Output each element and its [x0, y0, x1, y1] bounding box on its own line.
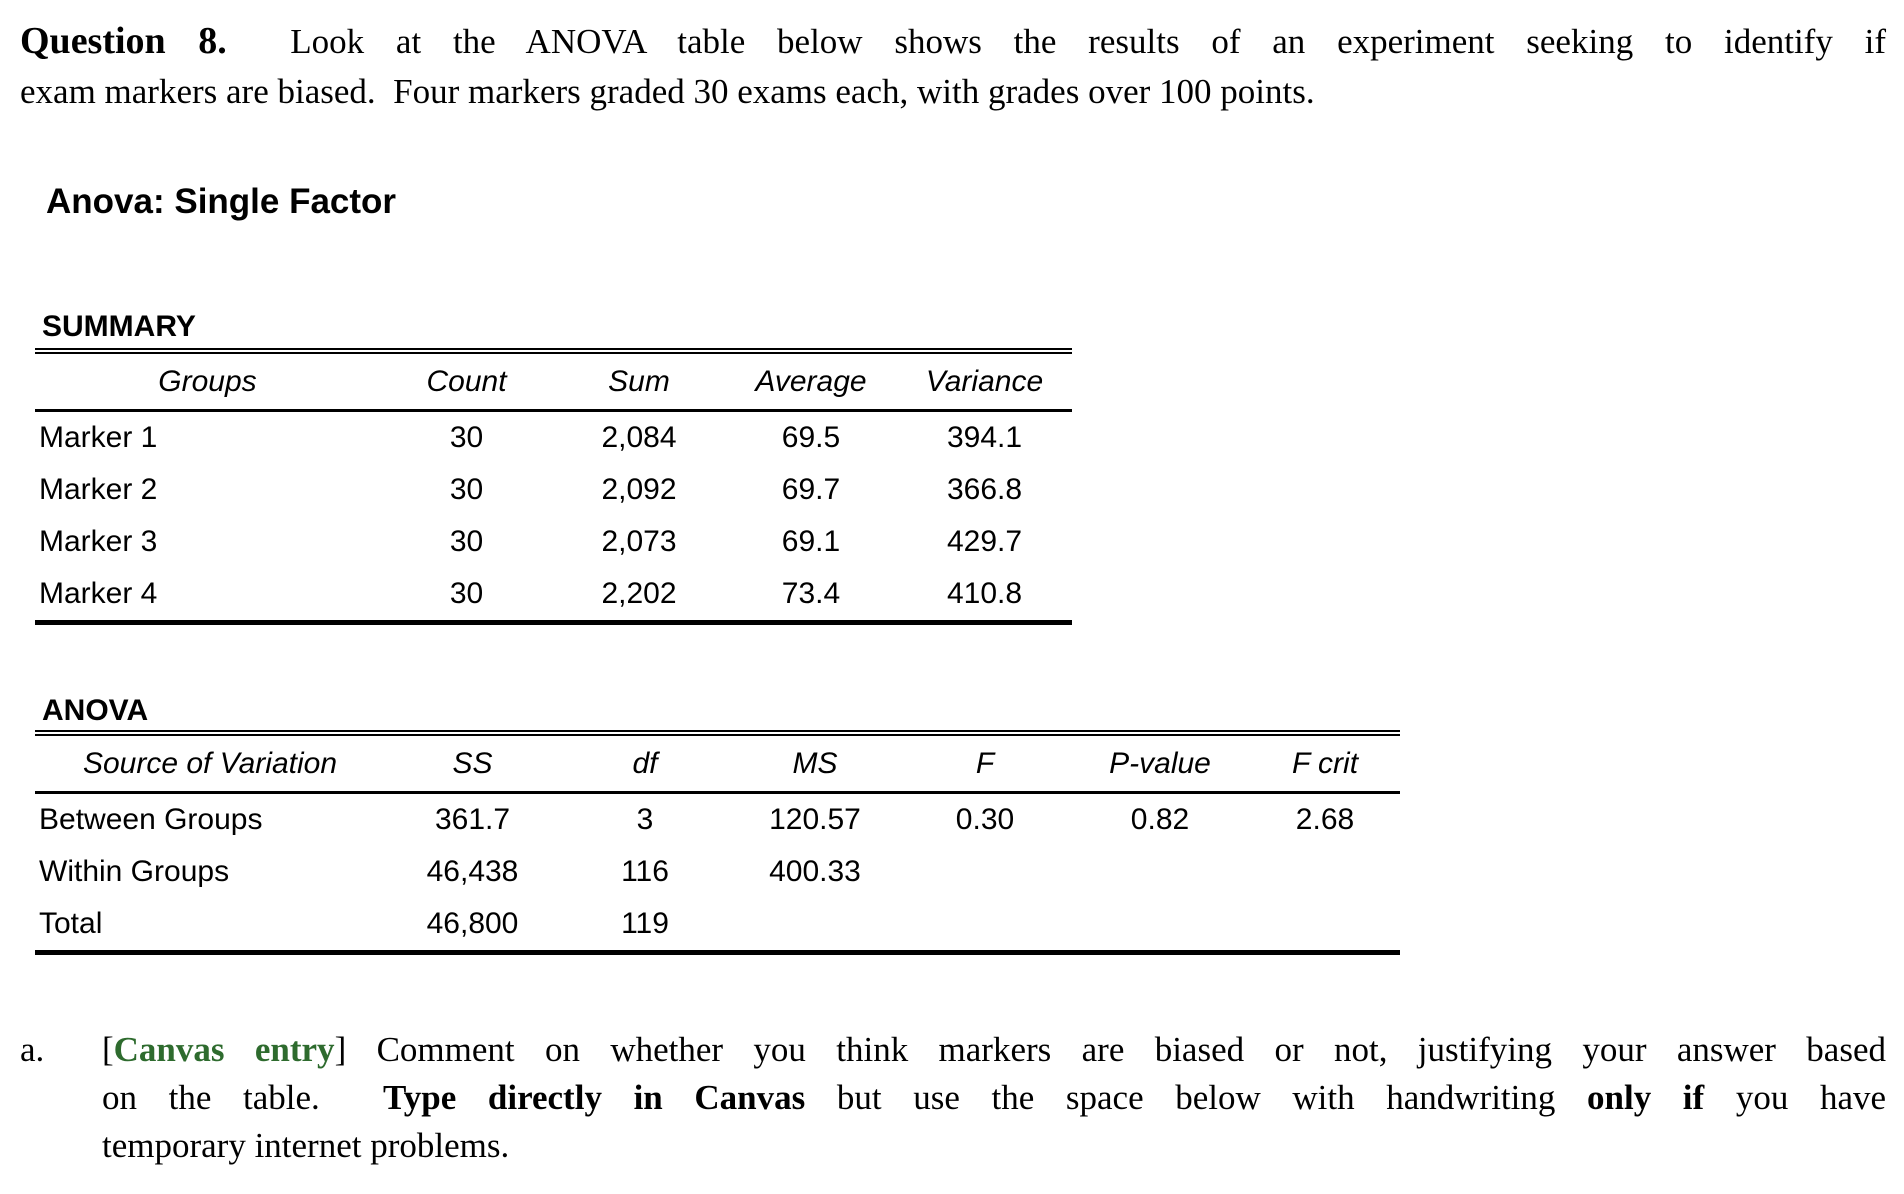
- anova-table: Source of Variation SS df MS F P-value F…: [35, 730, 1400, 955]
- anova-cell-pvalue: 0.82: [1130, 803, 1190, 836]
- summary-cell-group: Marker 1: [39, 421, 158, 454]
- canvas-entry-highlight: Canvas entry: [113, 1030, 335, 1069]
- item-a-line-1-text: Comment on whether you think markers are…: [346, 1030, 1886, 1069]
- only-if-emphasis: only if: [1587, 1078, 1705, 1117]
- anova-header-f: F: [900, 733, 1070, 794]
- anova-cell-fcrit: [1250, 898, 1400, 953]
- anova-cell-df: 119: [621, 907, 669, 940]
- bracket-open: [: [102, 1030, 114, 1069]
- item-a-line-2-end: you have: [1704, 1078, 1887, 1117]
- item-a-content: [Canvas entry] Comment on whether you th…: [102, 1026, 1886, 1170]
- summary-cell-count: 30: [449, 421, 484, 454]
- anova-cell-f: [900, 898, 1070, 953]
- item-a-line-2: on the table. Type directly in Canvas bu…: [102, 1074, 1886, 1122]
- item-a-line-2-start: on the table.: [102, 1078, 384, 1117]
- type-directly-emphasis: Type directly in Canvas: [383, 1078, 806, 1117]
- anova-cell-fcrit: [1250, 846, 1400, 898]
- summary-header-variance: Variance: [897, 351, 1072, 412]
- question-number: Question 8.: [20, 20, 227, 62]
- anova-cell-pvalue: [1070, 846, 1250, 898]
- summary-row-marker-1: Marker 1 30 2,084 69.5 394.1: [35, 411, 1072, 465]
- question-paragraph: Question 8. Look at the ANOVA table belo…: [20, 16, 1886, 117]
- anova-cell-ss: 46,438: [426, 855, 519, 888]
- question-line-1-text: Look at the ANOVA table below shows the …: [226, 22, 1886, 61]
- anova-cell-ss: 46,800: [426, 907, 519, 940]
- summary-cell-variance: 429.7: [946, 525, 1023, 558]
- anova-row-between-groups: Between Groups 361.7 3 120.57 0.30 0.82 …: [35, 793, 1400, 847]
- item-a-line-1: [Canvas entry] Comment on whether you th…: [102, 1026, 1886, 1074]
- summary-cell-average: 69.7: [781, 473, 841, 506]
- summary-cell-sum: 2,073: [601, 525, 677, 558]
- anova-cell-source: Between Groups: [39, 803, 263, 836]
- summary-header-count: Count: [380, 351, 553, 412]
- item-a-line-3: temporary internet problems.: [102, 1126, 510, 1165]
- anova-cell-pvalue: [1070, 898, 1250, 953]
- summary-cell-sum: 2,202: [601, 577, 677, 610]
- summary-cell-count: 30: [449, 473, 484, 506]
- anova-section-label: ANOVA: [42, 694, 149, 727]
- summary-header-groups: Groups: [35, 351, 380, 412]
- item-a-marker: a.: [20, 1030, 45, 1069]
- summary-cell-average: 73.4: [781, 577, 841, 610]
- summary-table: Groups Count Sum Average Variance Marker…: [35, 348, 1072, 625]
- question-line-1: Question 8. Look at the ANOVA table belo…: [20, 16, 1886, 67]
- question-line-2: exam markers are biased. Four markers gr…: [20, 72, 1315, 111]
- summary-row-marker-3: Marker 3 30 2,073 69.1 429.7: [35, 516, 1072, 568]
- anova-row-within-groups: Within Groups 46,438 116 400.33: [35, 846, 1400, 898]
- summary-header-sum: Sum: [553, 351, 725, 412]
- anova-cell-ms: [730, 898, 900, 953]
- summary-header-average: Average: [725, 351, 897, 412]
- summary-cell-count: 30: [449, 525, 484, 558]
- summary-cell-average: 69.1: [781, 525, 841, 558]
- anova-cell-ms: 400.33: [769, 855, 861, 888]
- summary-header-row: Groups Count Sum Average Variance: [35, 351, 1072, 412]
- anova-cell-f: 0.30: [955, 803, 1015, 836]
- anova-header-source: Source of Variation: [35, 733, 385, 794]
- anova-header-ms: MS: [730, 733, 900, 794]
- summary-cell-average: 69.5: [781, 421, 841, 454]
- anova-cell-source: Within Groups: [39, 855, 230, 888]
- anova-cell-source: Total: [39, 907, 103, 940]
- summary-cell-sum: 2,084: [601, 421, 677, 454]
- anova-header-pvalue: P-value: [1070, 733, 1250, 794]
- summary-cell-variance: 410.8: [946, 577, 1023, 610]
- anova-single-factor-title: Anova: Single Factor: [46, 182, 397, 221]
- anova-header-fcrit: F crit: [1250, 733, 1400, 794]
- summary-cell-group: Marker 2: [39, 473, 158, 506]
- summary-cell-variance: 394.1: [946, 421, 1023, 454]
- summary-cell-variance: 366.8: [946, 473, 1023, 506]
- summary-row-marker-4: Marker 4 30 2,202 73.4 410.8: [35, 568, 1072, 623]
- anova-cell-df: 3: [636, 803, 654, 836]
- anova-cell-df: 116: [621, 855, 669, 888]
- summary-row-marker-2: Marker 2 30 2,092 69.7 366.8: [35, 464, 1072, 516]
- summary-cell-sum: 2,092: [601, 473, 677, 506]
- item-a-paragraph: a. [Canvas entry] Comment on whether you…: [20, 1026, 1886, 1170]
- anova-row-total: Total 46,800 119: [35, 898, 1400, 953]
- anova-header-df: df: [560, 733, 730, 794]
- bracket-close: ]: [334, 1030, 347, 1069]
- anova-cell-ss: 361.7: [434, 803, 511, 836]
- anova-header-ss: SS: [385, 733, 560, 794]
- anova-header-row: Source of Variation SS df MS F P-value F…: [35, 733, 1400, 794]
- summary-cell-group: Marker 4: [39, 577, 158, 610]
- summary-cell-group: Marker 3: [39, 525, 158, 558]
- anova-cell-f: [900, 846, 1070, 898]
- anova-cell-ms: 120.57: [769, 803, 861, 836]
- summary-section-label: SUMMARY: [42, 310, 196, 343]
- anova-cell-fcrit: 2.68: [1295, 803, 1355, 836]
- summary-cell-count: 30: [449, 577, 484, 610]
- item-a-line-2-mid: but use the space below with handwriting: [805, 1078, 1587, 1117]
